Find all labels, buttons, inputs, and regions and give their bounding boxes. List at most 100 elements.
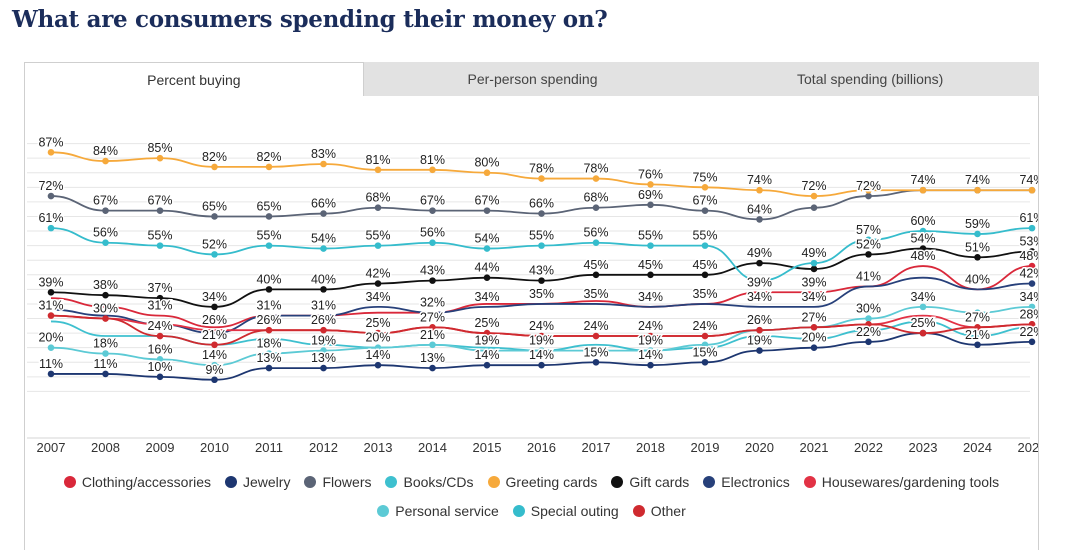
data-label: 21%: [965, 328, 990, 342]
legend-row: Clothing/accessories Jewelry Flowers Books/…: [24, 474, 1039, 490]
data-label: 67%: [692, 194, 717, 208]
legend-item[interactable]: Jewelry: [225, 474, 290, 490]
data-label: 34%: [1019, 290, 1038, 304]
legend-label: Flowers: [322, 474, 372, 490]
data-label: 55%: [692, 229, 717, 243]
legend-item[interactable]: Special outing: [512, 503, 619, 519]
data-label: 31%: [311, 299, 336, 313]
data-point: [47, 344, 55, 351]
data-label: 18%: [93, 337, 118, 351]
legend-item[interactable]: Gift cards: [611, 474, 689, 490]
data-point: [1028, 186, 1036, 194]
data-label: 42%: [365, 267, 390, 281]
legend-swatch-icon: [512, 505, 525, 517]
data-label: 81%: [365, 153, 390, 167]
legend-item[interactable]: Clothing/accessories: [63, 474, 211, 490]
data-point: [429, 207, 436, 214]
data-point: [429, 239, 436, 247]
data-label: 28%: [1019, 307, 1038, 321]
legend-item[interactable]: Personal service: [377, 503, 499, 519]
legend-item[interactable]: Books/CDs: [385, 474, 474, 490]
data-label: 55%: [147, 229, 172, 243]
data-point: [865, 321, 872, 328]
data-point: [47, 370, 55, 378]
data-label: 52%: [202, 237, 227, 251]
data-label: 34%: [910, 290, 935, 304]
x-tick-label: 2016: [527, 440, 556, 455]
x-tick-label: 2007: [37, 440, 66, 455]
data-point: [374, 361, 382, 369]
legend-swatch-icon: [63, 476, 76, 488]
data-point: [1028, 321, 1036, 328]
data-point: [265, 213, 273, 220]
data-point: [211, 361, 218, 369]
data-point: [156, 294, 164, 302]
legend-label: Clothing/accessories: [81, 474, 211, 490]
data-point: [538, 347, 545, 354]
legend-item[interactable]: Greeting cards: [487, 474, 597, 490]
data-point: [211, 213, 218, 220]
data-point: [265, 286, 273, 293]
data-point: [756, 186, 763, 194]
data-point: [592, 358, 600, 366]
data-label: 9%: [205, 363, 223, 377]
data-point: [756, 326, 763, 334]
data-label: 72%: [801, 179, 826, 193]
data-label: 13%: [420, 351, 445, 365]
data-label: 31%: [256, 299, 281, 313]
data-label: 20%: [38, 331, 63, 345]
legend-swatch-icon: [487, 476, 500, 488]
data-point: [320, 347, 327, 354]
x-tick-label: 2023: [909, 440, 938, 455]
data-point: [865, 192, 872, 200]
data-label: 68%: [583, 191, 608, 205]
data-point: [1028, 303, 1036, 311]
chart-panel: 2007 2008 2009 2010 2011 2012 2013 2014 2015 2016…: [24, 96, 1039, 550]
legend-item[interactable]: Electronics: [703, 474, 790, 490]
data-point: [974, 230, 981, 238]
x-tick-label: 2014: [418, 440, 447, 455]
data-point: [701, 242, 709, 249]
data-label: 24%: [692, 319, 717, 333]
data-label: 83%: [311, 147, 336, 161]
tab-per-person-spending[interactable]: Per-person spending: [467, 71, 598, 87]
data-label: 20%: [801, 331, 826, 345]
data-point: [374, 204, 382, 212]
data-label: 27%: [965, 310, 990, 324]
data-point: [156, 332, 164, 340]
tab-percent-buying[interactable]: Percent buying: [24, 62, 364, 96]
data-point: [810, 259, 818, 267]
legend-item[interactable]: Housewares/gardening tools: [803, 474, 999, 490]
data-point: [374, 280, 382, 287]
data-label: 27%: [420, 310, 445, 324]
data-point: [483, 361, 491, 369]
data-point: [1028, 338, 1036, 346]
data-point: [810, 323, 818, 331]
x-tick-label: 2018: [636, 440, 665, 455]
data-label: 81%: [420, 153, 445, 167]
x-tick-label: 2013: [364, 440, 393, 455]
data-label: 11%: [93, 357, 117, 371]
legend-swatch-icon: [385, 476, 398, 488]
legend-label: Books/CDs: [403, 474, 474, 490]
data-label: 55%: [365, 229, 390, 243]
data-label: 61%: [38, 211, 63, 225]
legend-item[interactable]: Other: [632, 503, 686, 519]
data-point: [701, 207, 709, 214]
data-label: 19%: [311, 334, 336, 348]
data-point: [156, 356, 164, 363]
data-point: [592, 332, 600, 340]
data-label: 49%: [747, 246, 772, 260]
data-point: [647, 201, 654, 209]
data-label: 67%: [420, 194, 445, 208]
data-point: [647, 361, 654, 369]
data-label: 38%: [93, 278, 118, 292]
data-label: 26%: [747, 313, 772, 327]
data-point: [538, 175, 545, 182]
data-point: [756, 216, 763, 223]
data-label: 34%: [202, 290, 227, 304]
data-point: [265, 242, 273, 249]
legend-item[interactable]: Flowers: [304, 474, 371, 490]
data-point: [592, 239, 600, 247]
tab-total-spending[interactable]: Total spending (billions): [797, 71, 944, 87]
